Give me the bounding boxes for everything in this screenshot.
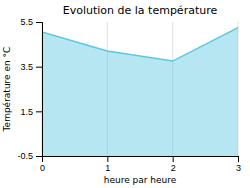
tick-label: 5.5 bbox=[20, 17, 33, 27]
tick-label: 1 bbox=[105, 163, 110, 173]
tick-label: -0.5 bbox=[17, 151, 33, 161]
tick-mark bbox=[36, 111, 42, 112]
line bbox=[42, 28, 238, 62]
tick: 5.5 bbox=[20, 17, 42, 27]
plot: 0 1 2 3 -0.5 1.5 3.5 5.5 bbox=[17, 17, 241, 173]
tick-label: 2 bbox=[171, 163, 176, 173]
tick: -0.5 bbox=[17, 151, 42, 161]
tick-mark bbox=[107, 156, 108, 162]
axis-line bbox=[36, 23, 43, 157]
title: Evolution de la température bbox=[63, 4, 218, 17]
tick-mark bbox=[36, 22, 42, 23]
y-axis-title: Température en °C bbox=[2, 47, 12, 133]
tick: 3 bbox=[236, 156, 241, 173]
x-axis-title: heure par heure bbox=[104, 175, 177, 185]
tick-mark bbox=[36, 67, 42, 68]
marks bbox=[42, 28, 238, 156]
axis-line bbox=[43, 157, 239, 163]
x-axis: 0 1 2 3 bbox=[40, 156, 241, 173]
area bbox=[42, 28, 238, 156]
chart: 0 1 2 3 -0.5 1.5 3.5 5.5 Evolution de la tempéra… bbox=[0, 0, 250, 188]
tick-label: 3 bbox=[236, 163, 241, 173]
tick-label: 1.5 bbox=[20, 107, 33, 117]
grid bbox=[42, 22, 238, 156]
tick-label: 3.5 bbox=[20, 62, 33, 72]
y-axis: -0.5 1.5 3.5 5.5 bbox=[17, 17, 42, 161]
tick-label: 0 bbox=[40, 163, 45, 173]
tick: 3.5 bbox=[20, 62, 42, 72]
tick-mark bbox=[173, 156, 174, 162]
tick-mark bbox=[238, 156, 239, 162]
tick: 1.5 bbox=[20, 107, 42, 117]
tick: 1 bbox=[105, 156, 110, 173]
tick: 0 bbox=[40, 156, 45, 173]
tick: 2 bbox=[171, 156, 176, 173]
tick-mark bbox=[36, 156, 42, 157]
